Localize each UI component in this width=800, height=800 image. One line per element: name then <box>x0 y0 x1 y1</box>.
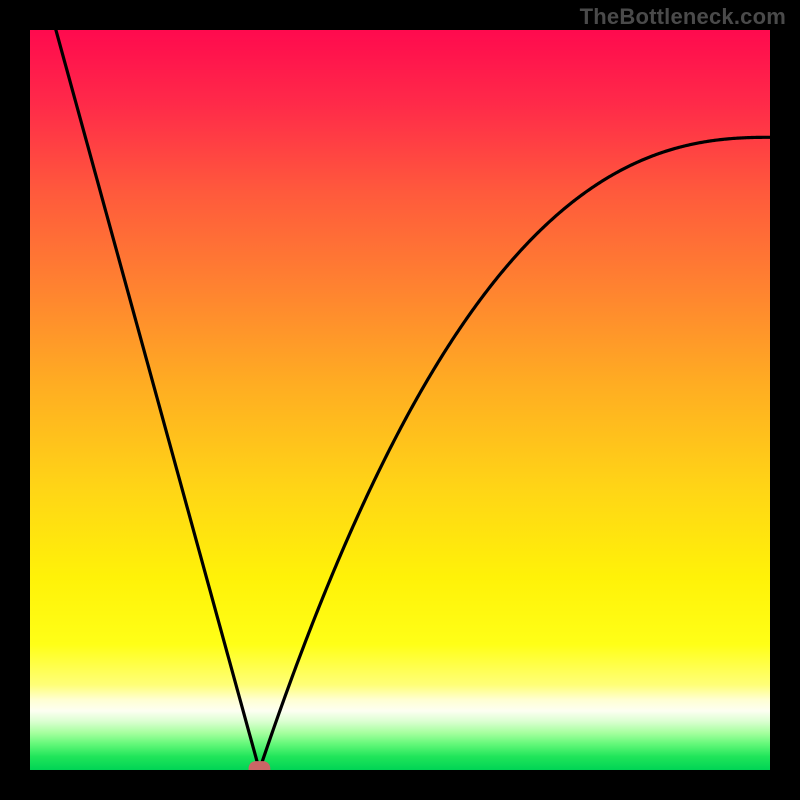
gradient-background <box>30 30 770 770</box>
plot-svg <box>30 30 770 770</box>
chart-root: TheBottleneck.com <box>0 0 800 800</box>
watermark-text: TheBottleneck.com <box>580 4 786 30</box>
bottleneck-plot <box>30 30 770 770</box>
optimum-marker <box>249 762 270 770</box>
